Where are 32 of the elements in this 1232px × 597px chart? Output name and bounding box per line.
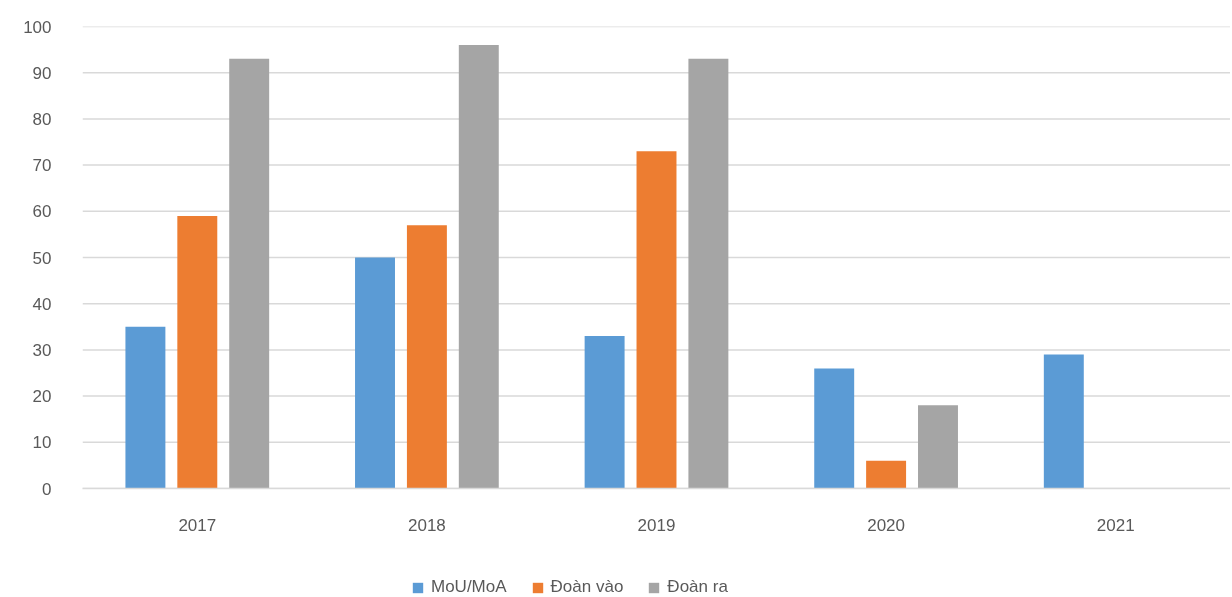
legend-label: Đoàn vào [550,577,624,597]
y-tick-label: 20 [32,387,52,407]
y-tick-label: 60 [32,202,52,222]
bar [177,215,218,489]
x-tick-label: 2020 [867,515,906,535]
y-tick-label: 90 [32,63,52,83]
bar [636,151,677,489]
bar [125,326,166,489]
legend-label: MoU/MoA [431,577,507,597]
bar [918,405,958,489]
x-tick-label: 2021 [1096,515,1135,535]
bar [814,368,855,489]
y-tick-label: 40 [32,294,52,314]
y-tick-label: 70 [32,156,52,176]
legend-label: Đoàn ra [667,577,728,597]
y-tick-label: 10 [32,433,52,453]
x-tick-label: 2018 [407,515,446,535]
y-tick-label: 30 [32,340,52,360]
y-tick-label: 50 [32,248,52,268]
y-tick-label: 80 [32,109,52,129]
bar [229,58,270,489]
x-tick-label: 2019 [637,515,676,535]
bar [866,460,907,489]
bar [1043,354,1084,489]
bar [584,336,625,489]
bar [355,257,395,489]
y-tick-label: 100 [23,17,52,37]
y-tick-label: 0 [42,479,52,499]
bar [688,58,729,489]
bar [458,44,499,489]
x-tick-label: 2017 [178,515,217,535]
bar [406,225,447,489]
